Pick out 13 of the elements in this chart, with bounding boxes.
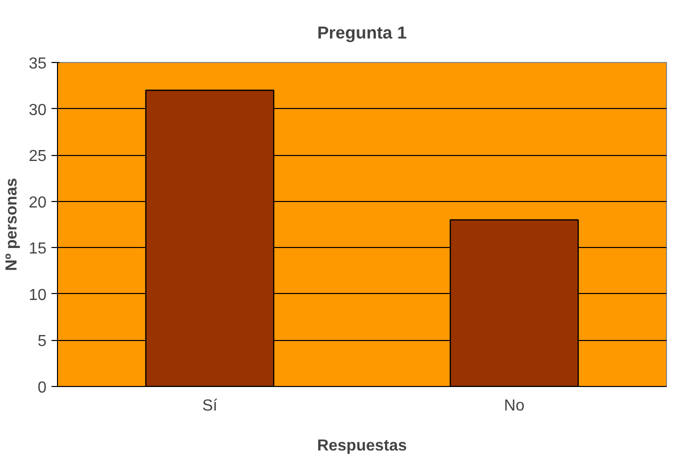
y-axis-title: Nº personas [4, 178, 21, 271]
y-tick-label: 5 [38, 333, 47, 350]
y-tick-label: 15 [28, 240, 47, 258]
y-tick-label: 0 [38, 380, 47, 396]
y-tick-label: 35 [28, 56, 47, 72]
x-tick-label: Sí [202, 398, 218, 414]
chart-title: Pregunta 1 [317, 22, 408, 42]
x-tick-label: No [504, 398, 525, 414]
y-tick-label: 25 [28, 148, 47, 166]
x-axis-title: Respuestas [317, 438, 408, 454]
y-tick-label: 20 [28, 194, 47, 212]
y-tick-label: 10 [28, 286, 47, 304]
y-tick-label: 30 [28, 102, 47, 119]
